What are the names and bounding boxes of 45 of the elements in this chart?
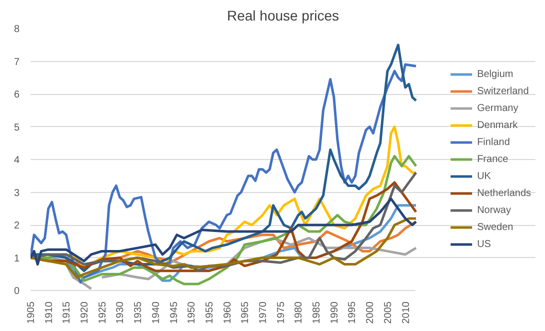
legend-label: Finland [477, 136, 510, 149]
y-tick-label: 5 [14, 122, 20, 134]
legend-label: France [477, 152, 508, 166]
legend-label: Belgium [477, 68, 514, 81]
legend-label: Norway [477, 204, 511, 217]
chart-title: Real house prices [226, 8, 340, 24]
y-tick-label: 1 [14, 253, 20, 264]
legend-label: Switzerland [477, 84, 529, 98]
y-tick-label: 3 [14, 188, 20, 199]
x-tick-label: 1915 [62, 301, 73, 324]
x-tick-label: 1905 [26, 301, 37, 324]
line-series [30, 198, 418, 266]
y-tick-label: 2 [14, 220, 20, 232]
y-tick-label: 8 [14, 24, 20, 35]
x-tick-label: 1975 [276, 301, 287, 324]
x-tick-label: 1940 [150, 301, 162, 324]
y-tick-label: 7 [14, 56, 20, 68]
x-tick-label: 1925 [97, 301, 108, 324]
x-tick-label: 1960 [222, 301, 234, 324]
legend-label: UK [477, 170, 492, 183]
legend-label: US [477, 238, 492, 251]
x-tick-label: 1930 [115, 301, 126, 324]
x-tick-label: 1965 [240, 301, 252, 324]
x-tick-label: 2010 [400, 301, 412, 324]
x-tick-label: 1920 [80, 301, 91, 324]
x-tick-label: 2005 [382, 301, 394, 324]
x-tick-label: 1985 [312, 301, 323, 324]
y-tick-label: 0 [14, 286, 20, 297]
line-series [30, 217, 418, 279]
x-tick-label: 1945 [168, 301, 180, 324]
x-tick-label: 1910 [44, 301, 55, 324]
x-tick-label: 2000 [365, 301, 376, 324]
y-tick-label: 6 [14, 90, 20, 100]
legend-label: Sweden [477, 220, 514, 234]
y-tick-label: 4 [14, 155, 20, 166]
x-tick-label: 1990 [329, 301, 340, 324]
x-tick-label: 1950 [186, 301, 198, 324]
legend-label: Germany [477, 102, 518, 115]
x-tick-label: 1995 [347, 301, 358, 324]
legend-label: Netherlands [477, 186, 531, 200]
x-tick-label: 1935 [133, 301, 144, 324]
x-tick-label: 1970 [258, 301, 270, 324]
legend-label: Denmark [477, 118, 518, 132]
x-tick-label: 1980 [294, 301, 305, 324]
x-tick-label: 1955 [204, 301, 216, 324]
